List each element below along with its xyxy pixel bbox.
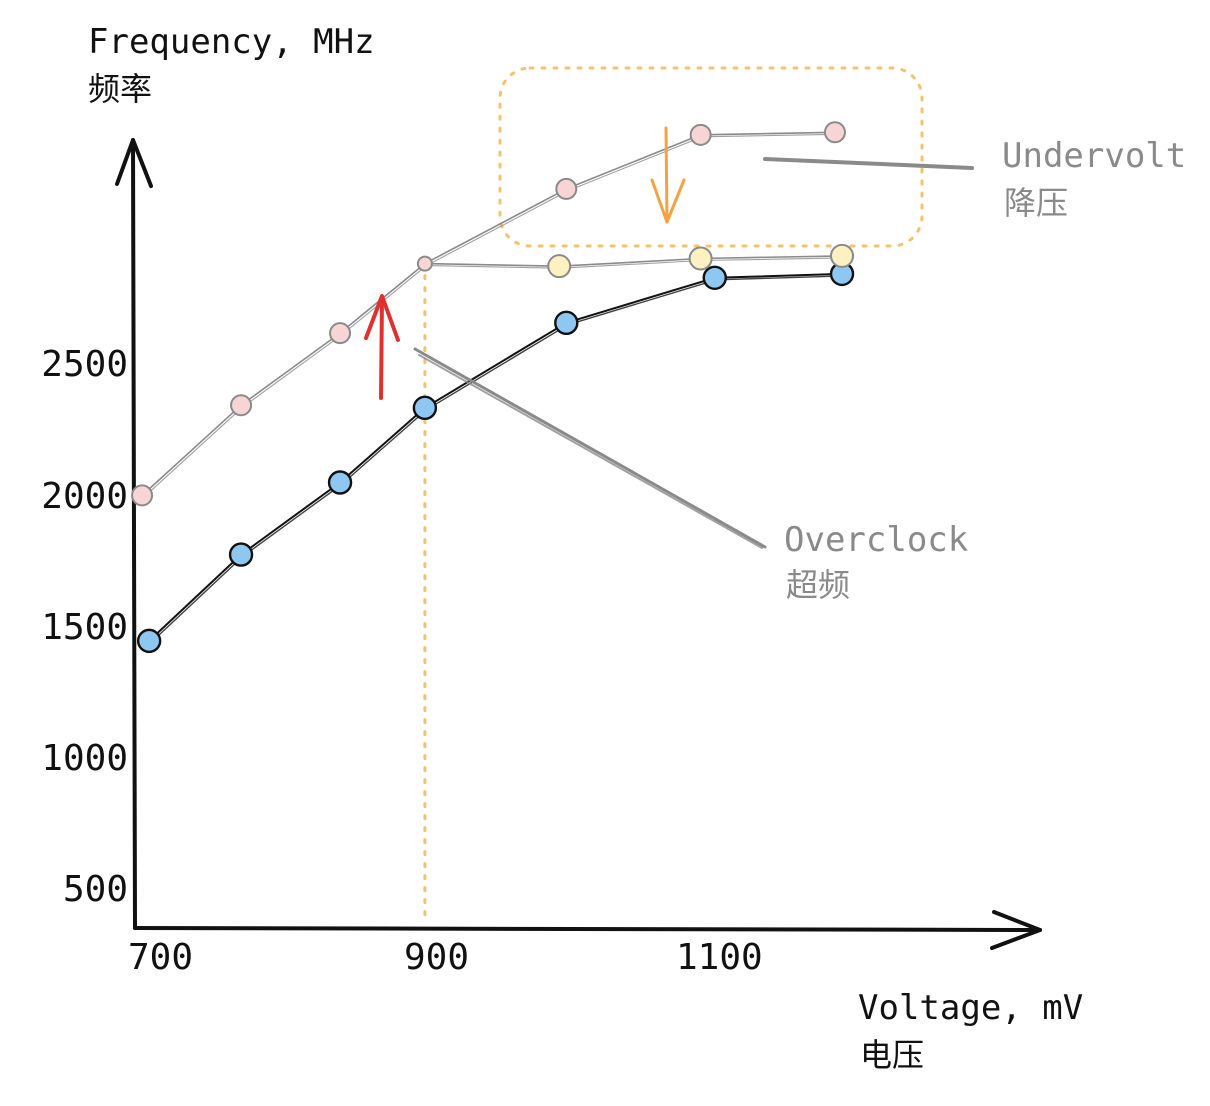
overclock-leader-line <box>413 347 767 549</box>
axes-layer <box>115 138 1042 950</box>
series-point <box>230 394 253 417</box>
x-axis-title-cn: 电压 <box>860 1036 925 1074</box>
series-line <box>148 272 843 642</box>
y-axis-title-cn: 频率 <box>88 70 153 108</box>
overclock-leader-line <box>418 354 763 549</box>
series-point <box>228 542 254 567</box>
y-tick-label: 1500 <box>41 607 128 648</box>
series-points-layer <box>131 121 855 654</box>
series-point <box>416 255 433 272</box>
y-tick-label: 500 <box>62 869 128 910</box>
series-point <box>555 177 578 200</box>
series-line <box>150 275 844 644</box>
x-tick-label: 1100 <box>676 937 763 978</box>
x-axis-arrowhead <box>990 910 1042 950</box>
y-axis-line <box>131 138 137 930</box>
y-axis-title: Frequency, MHz <box>88 22 375 62</box>
series-point <box>689 123 712 146</box>
series-point <box>131 484 154 507</box>
overclock-arrow-shaft <box>379 296 384 400</box>
y-axis-arrowhead <box>115 138 153 188</box>
overclock-arrow-head <box>364 294 400 342</box>
reference-layer <box>423 66 924 922</box>
series-lines-layer <box>141 131 844 644</box>
series-point <box>412 395 438 421</box>
series-point <box>136 628 162 654</box>
series-line <box>424 255 843 267</box>
series-line <box>426 257 844 269</box>
series-point <box>554 310 579 336</box>
undervolt-highlight-box <box>498 66 924 248</box>
series-point <box>702 265 727 290</box>
series-point <box>547 254 572 279</box>
undervolt-arrow-head <box>650 178 686 224</box>
overclock-note: Overclock <box>784 520 969 560</box>
x-axis-line <box>133 926 1042 932</box>
undervolt-note: Undervolt <box>1002 136 1187 176</box>
x-axis-title: Voltage, mV <box>858 988 1084 1028</box>
y-tick-label: 1000 <box>41 738 128 779</box>
series-point <box>830 243 855 268</box>
y-tick-label: 2000 <box>41 476 128 517</box>
overclock-note-cn: 超频 <box>786 566 851 604</box>
x-tick-label: 700 <box>128 937 194 978</box>
undervolt-note-cn: 降压 <box>1004 184 1069 222</box>
undervolt-arrow-shaft <box>664 126 669 224</box>
series-line <box>143 133 837 498</box>
annotation-layer <box>364 126 974 549</box>
series-line <box>141 131 836 496</box>
series-point <box>688 246 713 271</box>
series-point <box>329 322 352 345</box>
series-point <box>327 470 353 495</box>
series-point <box>823 121 846 144</box>
y-tick-label: 2500 <box>41 344 128 385</box>
undervolt-leader-line <box>763 157 974 170</box>
x-tick-label: 900 <box>404 937 470 978</box>
